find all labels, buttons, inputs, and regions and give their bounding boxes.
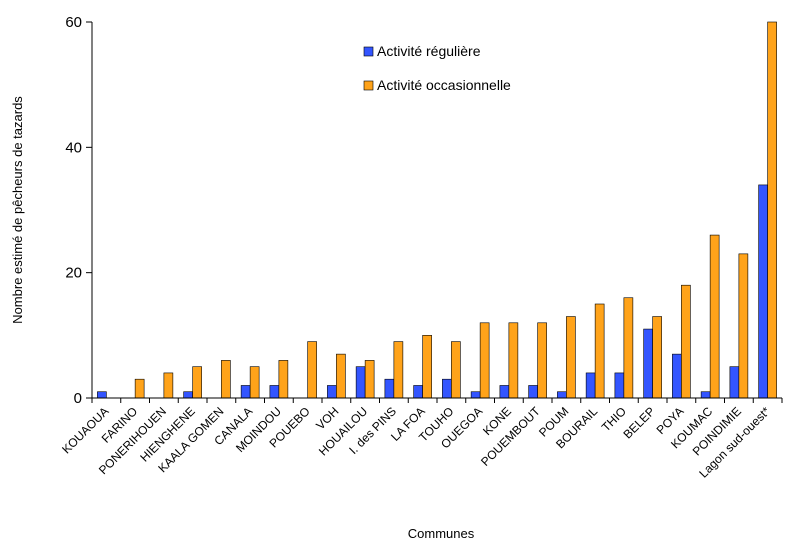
bar-regular-19 <box>614 372 625 399</box>
bar-occasional-11 <box>393 341 404 399</box>
bar-regular-24 <box>758 184 768 399</box>
bar-regular-21 <box>672 353 682 399</box>
bar-occasional-15 <box>508 322 519 399</box>
bar-occasional-13 <box>451 341 461 399</box>
bar-regular-15 <box>499 385 510 399</box>
bar-occasional-18 <box>594 303 605 399</box>
bar-occasional-17 <box>566 316 576 399</box>
bar-regular-1 <box>97 391 107 399</box>
bar-regular-22 <box>700 391 711 399</box>
bar-regular-11 <box>384 378 395 399</box>
bar-occasional-22 <box>709 234 720 399</box>
legend-swatch-occasional <box>363 80 374 91</box>
bar-regular-20 <box>643 328 653 399</box>
bar-occasional-20 <box>652 316 662 399</box>
x-axis-title: Communes <box>408 526 475 541</box>
y-tick-label: 40 <box>65 139 82 156</box>
bar-occasional-19 <box>623 297 634 399</box>
bar-regular-18 <box>585 372 596 399</box>
legend-swatch-regular <box>363 46 374 57</box>
bar-occasional-12 <box>422 335 432 399</box>
bar-occasional-2 <box>134 378 145 399</box>
legend-label-occasional: Activité occasionnelle <box>377 77 511 93</box>
bar-occasional-10 <box>364 360 375 399</box>
bar-regular-17 <box>557 391 567 399</box>
bar-occasional-9 <box>336 353 346 399</box>
bar-occasional-21 <box>681 284 691 399</box>
y-tick-label: 0 <box>74 390 82 407</box>
bar-occasional-7 <box>278 360 289 399</box>
bar-regular-14 <box>470 391 481 399</box>
bar-regular-10 <box>355 366 366 399</box>
bar-occasional-14 <box>479 322 490 399</box>
bar-regular-13 <box>442 378 452 399</box>
legend-label-regular: Activité régulière <box>377 43 481 59</box>
bar-occasional-24 <box>767 21 777 399</box>
bar-occasional-8 <box>307 341 317 399</box>
legend: Activité régulière Activité occasionnell… <box>363 43 511 93</box>
bar-regular-9 <box>327 385 337 399</box>
bar-occasional-5 <box>221 360 231 399</box>
bars-group <box>97 21 777 399</box>
bar-occasional-4 <box>192 366 202 399</box>
bar-regular-7 <box>269 385 280 399</box>
x-tick-label: BELEP <box>620 404 657 441</box>
axes-group <box>91 22 783 403</box>
y-ticks-group: 0 20 40 60 <box>65 14 92 407</box>
bar-occasional-16 <box>537 322 547 399</box>
bar-regular-4 <box>183 391 193 399</box>
bar-regular-6 <box>240 385 251 399</box>
bar-occasional-6 <box>249 366 260 399</box>
y-tick-label: 60 <box>65 14 82 31</box>
bar-occasional-3 <box>163 372 174 399</box>
bar-regular-12 <box>413 385 423 399</box>
bar-regular-16 <box>528 385 538 399</box>
y-tick-label: 20 <box>65 265 82 282</box>
bar-occasional-23 <box>738 253 749 399</box>
bar-regular-23 <box>729 366 740 399</box>
y-axis-title: Nombre estimé de pêcheurs de tazards <box>10 96 25 324</box>
